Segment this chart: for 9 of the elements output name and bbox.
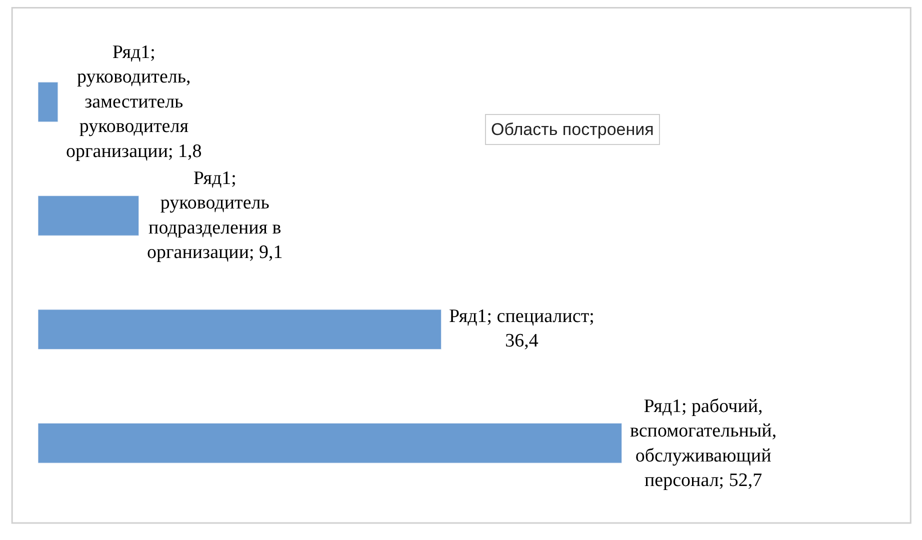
- data-label: Ряд1; руководитель подразделения в организации; 9,1: [147, 168, 283, 264]
- bar: [38, 309, 442, 350]
- data-label: Ряд1; рабочий, вспомогательный, обслуживающий персонал; 52,7: [630, 396, 777, 492]
- annotation: Область построения: [491, 120, 654, 139]
- bar: [38, 196, 140, 236]
- data-label: Ряд1; специалист; 36,4: [449, 306, 594, 352]
- data-label: Ряд1; руководитель, заместитель руководителя организации; 1,8: [66, 42, 202, 162]
- bar: [38, 422, 622, 464]
- bar: [38, 82, 58, 122]
